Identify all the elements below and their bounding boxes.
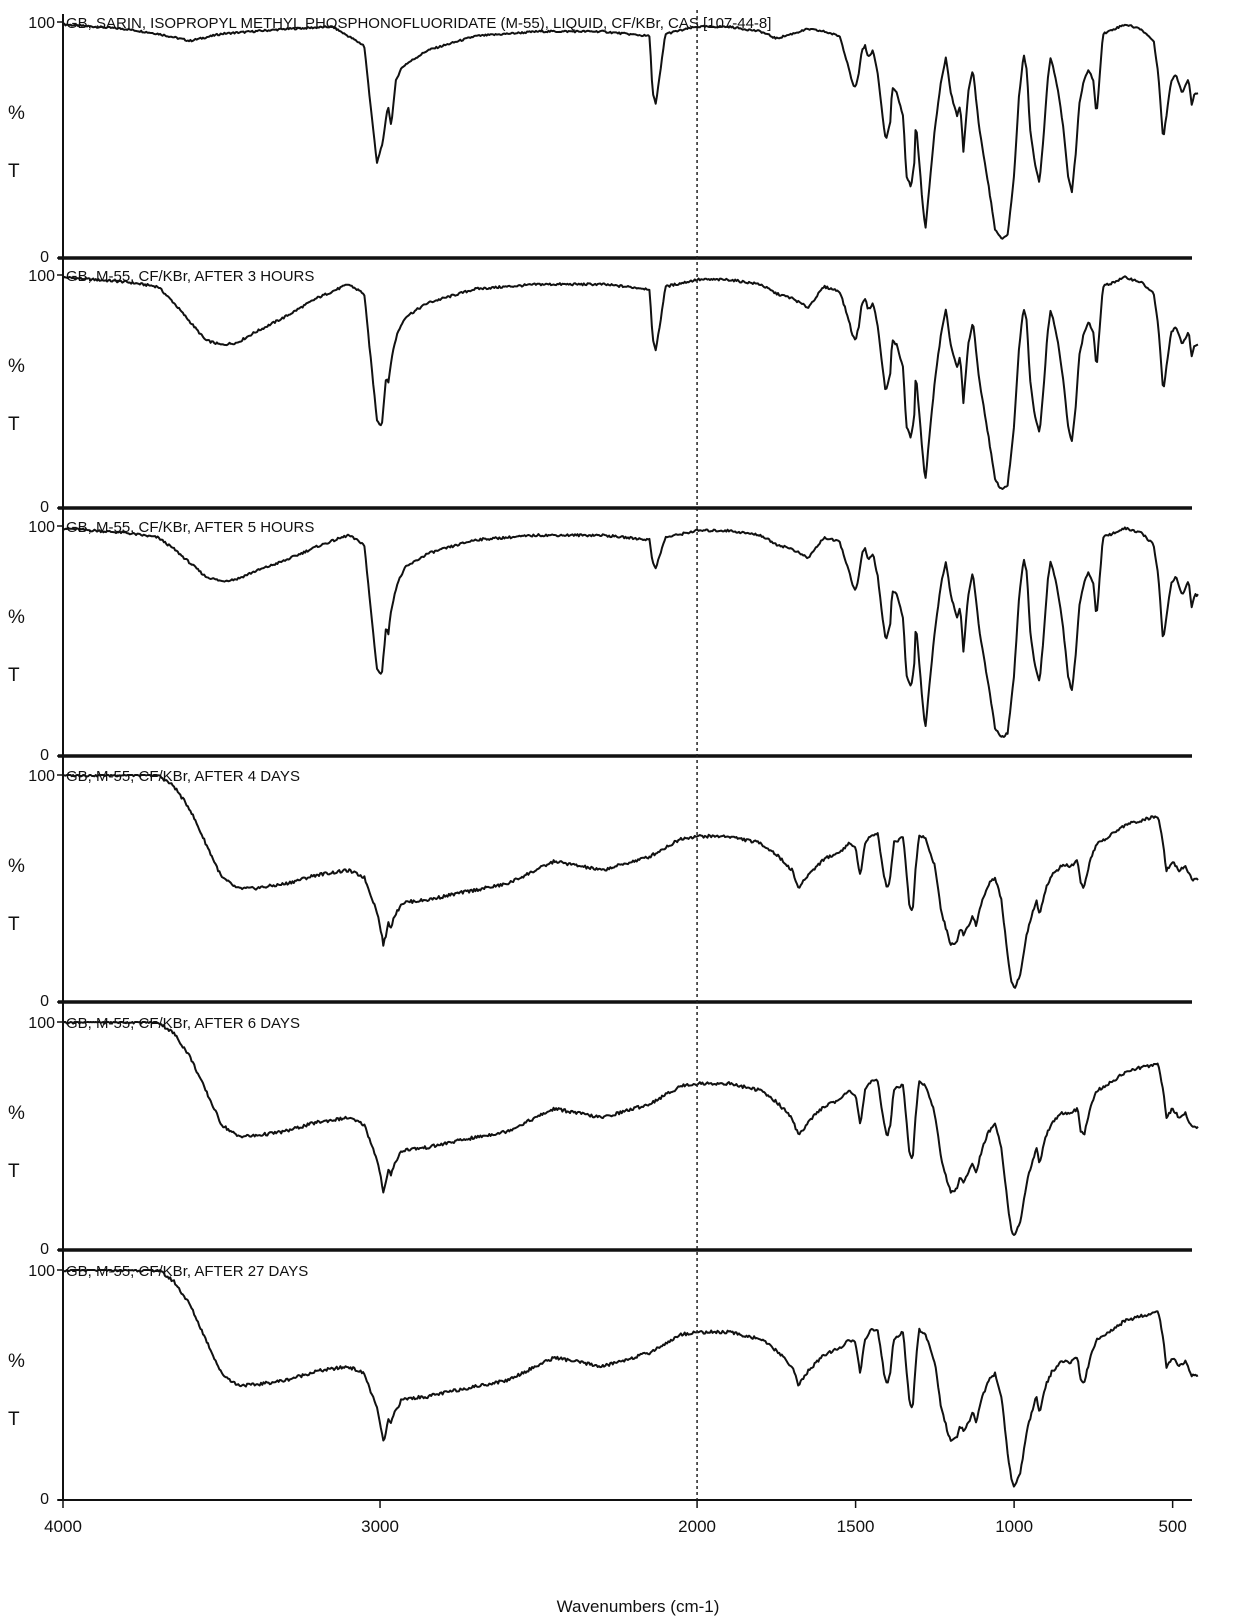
spectra-panels: 100 0% T GB, SARIN, ISOPROPYL METHYL PHOSPH… [8, 10, 1199, 1508]
y-tick-label-0: 0 [40, 1241, 49, 1258]
panel-title: GB, M-55, CF/KBr, AFTER 3 HOURS [66, 268, 314, 285]
y-axis-label-t: T [8, 665, 20, 686]
y-tick-label-0: 0 [40, 747, 49, 764]
spectrum-panel: 100 0% T GB, SARIN, ISOPROPYL METHYL PHOSPH… [8, 15, 1199, 266]
spectrum-trace [62, 22, 1199, 240]
y-tick-label-0: 0 [40, 993, 49, 1010]
y-axis-label-percent: % [8, 856, 25, 877]
y-axis-label-percent: % [8, 607, 25, 628]
spectrum-panel: 100 0% T GB, M-55, CF/KBr, AFTER 4 DAYS [8, 768, 1199, 1010]
y-axis-label-percent: % [8, 103, 25, 124]
panel-title: GB, M-55, CF/KBr, AFTER 27 DAYS [66, 1263, 308, 1280]
x-tick-label: 3000 [361, 1517, 399, 1536]
x-axis: 4000 3000 2000 1500 1000 500 [44, 1500, 1187, 1536]
x-tick-label: 4000 [44, 1517, 82, 1536]
y-tick-label-0: 0 [40, 499, 49, 516]
y-axis-label-t: T [8, 1409, 20, 1430]
y-axis-label-t: T [8, 1161, 20, 1182]
y-tick-label-100: 100 [28, 1015, 55, 1032]
spectrum-trace [62, 1021, 1199, 1236]
y-tick-label-0: 0 [40, 1491, 49, 1508]
y-axis-label-percent: % [8, 356, 25, 377]
y-tick-label-0: 0 [40, 249, 49, 266]
y-tick-label-100: 100 [28, 519, 55, 536]
y-axis-label-percent: % [8, 1351, 25, 1372]
panel-title: GB, SARIN, ISOPROPYL METHYL PHOSPHONOFLU… [66, 15, 771, 32]
spectrum-panel: 100 0% T GB, M-55, CF/KBr, AFTER 5 HOURS [8, 519, 1199, 764]
x-tick-label: 2000 [678, 1517, 716, 1536]
x-tick-label: 1500 [837, 1517, 875, 1536]
y-tick-label-100: 100 [28, 1263, 55, 1280]
y-tick-label-100: 100 [28, 768, 55, 785]
y-axis-label-percent: % [8, 1103, 25, 1124]
spectrum-panel: 100 0% T GB, M-55, CF/KBr, AFTER 3 HOURS [8, 268, 1199, 516]
spectrum-trace [62, 774, 1199, 989]
spectrum-trace [62, 275, 1199, 490]
y-tick-label-100: 100 [28, 15, 55, 32]
panel-title: GB, M-55, CF/KBr, AFTER 6 DAYS [66, 1015, 300, 1032]
panel-title: GB, M-55, CF/KBr, AFTER 4 DAYS [66, 768, 300, 785]
y-axis-label-t: T [8, 914, 20, 935]
spectrum-panel: 100 0% T GB, M-55, CF/KBr, AFTER 27 DAYS [8, 1263, 1199, 1508]
panel-title: GB, M-55, CF/KBr, AFTER 5 HOURS [66, 519, 314, 536]
y-axis-label-t: T [8, 161, 20, 182]
x-tick-label: 500 [1158, 1517, 1186, 1536]
spectrum-trace [63, 526, 1199, 738]
x-axis-label: Wavenumbers (cm-1) [557, 1597, 720, 1616]
y-axis-label-t: T [8, 414, 20, 435]
y-tick-label-100: 100 [28, 268, 55, 285]
x-tick-label: 1000 [995, 1517, 1033, 1536]
spectrum-panel: 100 0% T GB, M-55, CF/KBr, AFTER 6 DAYS [8, 1015, 1199, 1258]
spectrum-trace [62, 1269, 1199, 1488]
